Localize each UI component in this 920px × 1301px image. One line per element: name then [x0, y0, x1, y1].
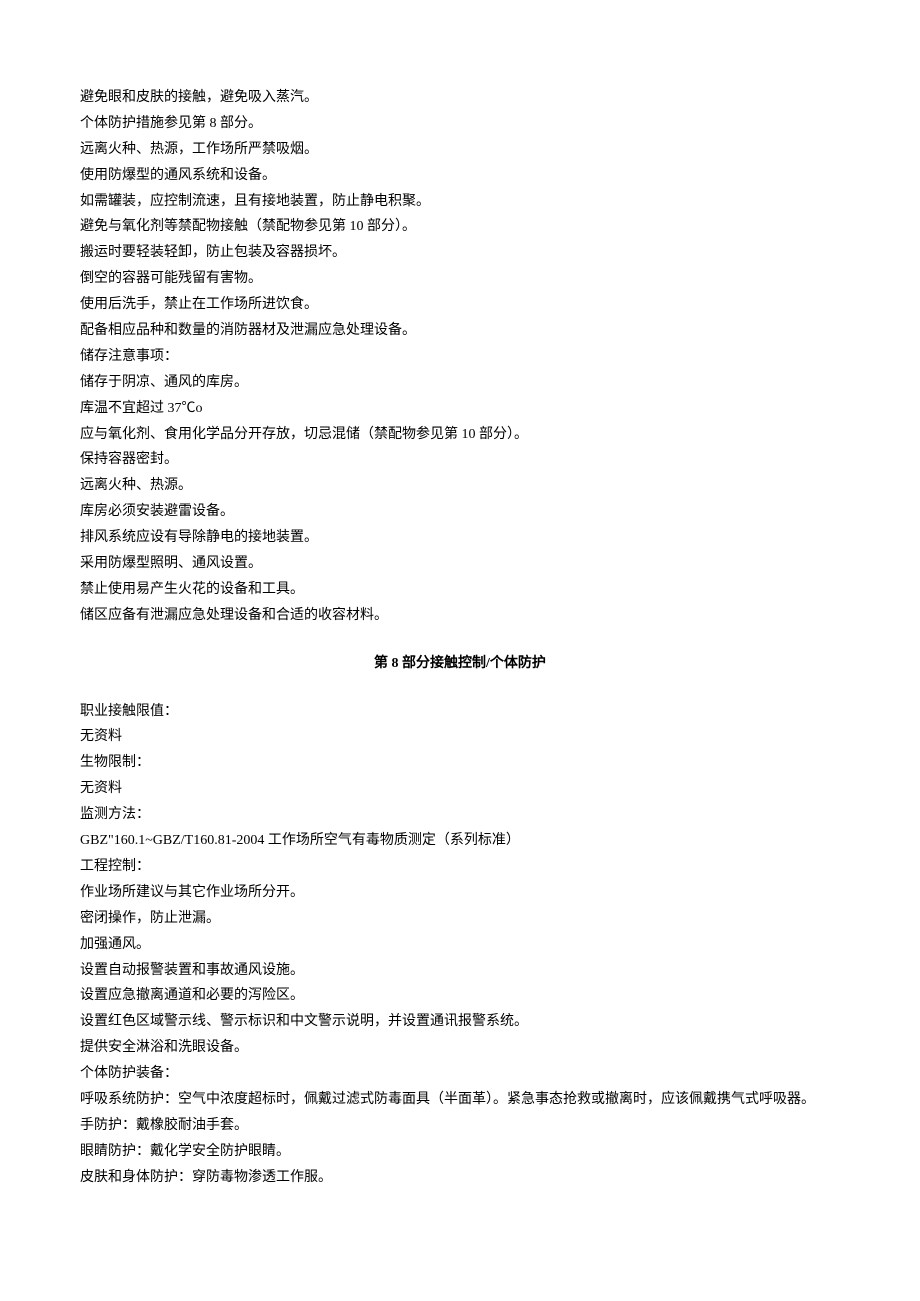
body-line: 监测方法：	[80, 802, 840, 828]
body-line: 设置应急撤离通道和必要的泻险区。	[80, 983, 840, 1009]
section7-tail: 避免眼和皮肤的接触，避免吸入蒸汽。 个体防护措施参见第 8 部分。 远离火种、热…	[80, 85, 840, 629]
section8-body: 职业接触限值： 无资料 生物限制： 无资料 监测方法： GBZ"160.1~GB…	[80, 699, 840, 1191]
body-line: 个体防护装备：	[80, 1061, 840, 1087]
body-line: 使用后洗手，禁止在工作场所进饮食。	[80, 292, 840, 318]
body-line: 眼睛防护：戴化学安全防护眼睛。	[80, 1139, 840, 1165]
body-line: 库房必须安装避雷设备。	[80, 499, 840, 525]
body-line: 远离火种、热源。	[80, 473, 840, 499]
body-line: 加强通风。	[80, 932, 840, 958]
body-line: 呼吸系统防护：空气中浓度超标时，佩戴过滤式防毒面具（半面革）。紧急事态抢救或撤离…	[80, 1087, 840, 1113]
body-line: 采用防爆型照明、通风设置。	[80, 551, 840, 577]
body-line: 倒空的容器可能残留有害物。	[80, 266, 840, 292]
body-line: 工程控制：	[80, 854, 840, 880]
body-line: 手防护：戴橡胶耐油手套。	[80, 1113, 840, 1139]
body-line: 皮肤和身体防护：穿防毒物渗透工作服。	[80, 1165, 840, 1191]
body-line: 储存注意事项：	[80, 344, 840, 370]
body-line: 禁止使用易产生火花的设备和工具。	[80, 577, 840, 603]
body-line: 远离火种、热源，工作场所严禁吸烟。	[80, 137, 840, 163]
body-line: 无资料	[80, 724, 840, 750]
body-line: 无资料	[80, 776, 840, 802]
section8-title: 第 8 部分接触控制/个体防护	[80, 651, 840, 677]
body-line: 避免眼和皮肤的接触，避免吸入蒸汽。	[80, 85, 840, 111]
body-line: 库温不宜超过 37℃o	[80, 396, 840, 422]
body-line: 储区应备有泄漏应急处理设备和合适的收容材料。	[80, 603, 840, 629]
body-line: 使用防爆型的通风系统和设备。	[80, 163, 840, 189]
body-line: GBZ"160.1~GBZ/T160.81-2004 工作场所空气有毒物质测定（…	[80, 828, 840, 854]
body-line: 密闭操作，防止泄漏。	[80, 906, 840, 932]
body-line: 提供安全淋浴和洗眼设备。	[80, 1035, 840, 1061]
body-line: 应与氧化剂、食用化学品分开存放，切忌混储（禁配物参见第 10 部分）。	[80, 422, 840, 448]
body-line: 职业接触限值：	[80, 699, 840, 725]
body-line: 设置红色区域警示线、警示标识和中文警示说明，并设置通讯报警系统。	[80, 1009, 840, 1035]
body-line: 配备相应品种和数量的消防器材及泄漏应急处理设备。	[80, 318, 840, 344]
document-body: 避免眼和皮肤的接触，避免吸入蒸汽。 个体防护措施参见第 8 部分。 远离火种、热…	[80, 85, 840, 1191]
body-line: 排风系统应设有导除静电的接地装置。	[80, 525, 840, 551]
body-line: 生物限制：	[80, 750, 840, 776]
body-line: 保持容器密封。	[80, 447, 840, 473]
body-line: 作业场所建议与其它作业场所分开。	[80, 880, 840, 906]
body-line: 如需罐装，应控制流速，且有接地装置，防止静电积聚。	[80, 189, 840, 215]
body-line: 储存于阴凉、通风的库房。	[80, 370, 840, 396]
body-line: 个体防护措施参见第 8 部分。	[80, 111, 840, 137]
body-line: 设置自动报警装置和事故通风设施。	[80, 958, 840, 984]
body-line: 避免与氧化剂等禁配物接触（禁配物参见第 10 部分）。	[80, 214, 840, 240]
body-line: 搬运时要轻装轻卸，防止包装及容器损坏。	[80, 240, 840, 266]
